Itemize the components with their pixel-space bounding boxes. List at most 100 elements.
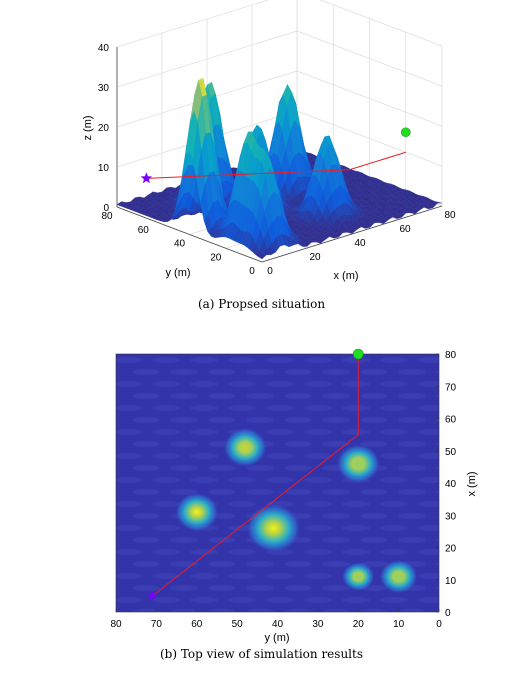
heatmap-texture (246, 393, 274, 399)
heatmap-texture (304, 453, 332, 459)
heatmap-texture (266, 381, 294, 387)
y-tick-label: 10 (445, 576, 457, 587)
heatmap-texture (190, 597, 218, 603)
heatmap-texture (246, 417, 274, 423)
heatmap-texture (418, 381, 439, 387)
axis-line (261, 205, 443, 263)
heatmap-texture (284, 561, 312, 567)
heatmap-texture (266, 477, 294, 483)
heatmap-texture (190, 549, 218, 555)
heatmap-texture (304, 525, 332, 531)
heatmap-texture (322, 561, 350, 567)
y-tick-label: 40 (174, 239, 186, 250)
y-tick-label: 60 (445, 415, 457, 426)
heatmap-texture (228, 381, 256, 387)
heatmap-x-axis-label: y (m) (264, 632, 289, 644)
caption-a: (a) Propsed situation (197, 297, 326, 311)
heatmap-texture (132, 537, 160, 543)
path-line (146, 151, 406, 179)
y-tick-label: 0 (249, 266, 255, 277)
grid-line (116, 70, 443, 128)
heatmap-texture (342, 381, 370, 387)
heatmap-texture (304, 477, 332, 483)
surface-3d (116, 77, 443, 260)
heatmap-texture (190, 429, 218, 435)
heatmap-texture (208, 393, 236, 399)
heatmap-texture (208, 609, 236, 612)
axis-line (116, 206, 263, 263)
y-axis-label: y (m) (165, 267, 190, 279)
heatmap-texture (170, 441, 198, 447)
heatmap-texture (304, 501, 332, 507)
heatmap-texture (132, 393, 160, 399)
heatmap-texture (304, 429, 332, 435)
heatmap-texture (208, 417, 236, 423)
heatmap-texture (418, 597, 439, 603)
x-tick-label: 0 (267, 266, 273, 277)
start-marker (140, 172, 153, 184)
heatmap-texture (284, 369, 312, 375)
z-tick-label: 0 (103, 203, 109, 214)
heatmap-texture (360, 537, 388, 543)
heatmap-texture (380, 597, 408, 603)
heatmap-texture (116, 357, 142, 363)
heatmap-texture (116, 501, 142, 507)
heatmap-texture (132, 465, 160, 471)
y-tick-label: 0 (445, 608, 451, 619)
heatmap-texture (132, 489, 160, 495)
heatmap-texture (418, 405, 439, 411)
x-tick-label: 60 (191, 619, 203, 630)
heatmap-texture (398, 609, 426, 612)
heatmap-texture (152, 429, 180, 435)
heatmap-texture (170, 369, 198, 375)
surface-cell (258, 252, 267, 260)
x-tick-label: 30 (312, 619, 324, 630)
heatmap-texture (170, 393, 198, 399)
heatmap-texture (436, 418, 439, 422)
heatmap-texture (380, 525, 408, 531)
heatmap-texture (436, 586, 439, 590)
heatmap-texture (116, 477, 142, 483)
heatmap-texture (170, 417, 198, 423)
heatmap-texture (284, 585, 312, 591)
heatmap-texture (284, 393, 312, 399)
heatmap-texture (360, 393, 388, 399)
heatmap-texture (418, 525, 439, 531)
heatmap-texture (284, 417, 312, 423)
heatmap-texture (436, 370, 439, 374)
heatmap-texture (304, 573, 332, 579)
heatmap-texture (170, 585, 198, 591)
heatmap-texture (322, 489, 350, 495)
x-tick-label: 20 (353, 619, 365, 630)
heatmap-texture (152, 381, 180, 387)
y-tick-label: 50 (445, 447, 457, 458)
heatmap-texture (304, 405, 332, 411)
heatmap-texture (398, 513, 426, 519)
heatmap-texture (322, 513, 350, 519)
z-axis-label: z (m) (82, 115, 94, 140)
goal-marker (352, 348, 364, 360)
x-tick-label: 50 (232, 619, 244, 630)
heatmap-texture (342, 597, 370, 603)
heatmap-texture (380, 405, 408, 411)
heatmap-texture (228, 597, 256, 603)
heatmap-texture (322, 609, 350, 612)
heatmap-texture (266, 357, 294, 363)
heatmap-texture (208, 465, 236, 471)
heatmap-texture (342, 429, 370, 435)
heatmap-texture (398, 537, 426, 543)
z-tick-label: 10 (98, 163, 110, 174)
heatmap-texture (398, 417, 426, 423)
heatmap-texture (116, 381, 142, 387)
z-tick-label: 20 (98, 123, 110, 134)
heatmap-texture (132, 417, 160, 423)
goal-marker (400, 127, 411, 138)
heatmap-texture (360, 513, 388, 519)
heatmap-texture (436, 538, 439, 542)
heatmap-texture (228, 501, 256, 507)
heatmap-texture (360, 417, 388, 423)
heatmap-texture (190, 477, 218, 483)
heatmap-texture (266, 597, 294, 603)
heatmap-texture (436, 466, 439, 470)
heatmap-texture (208, 369, 236, 375)
